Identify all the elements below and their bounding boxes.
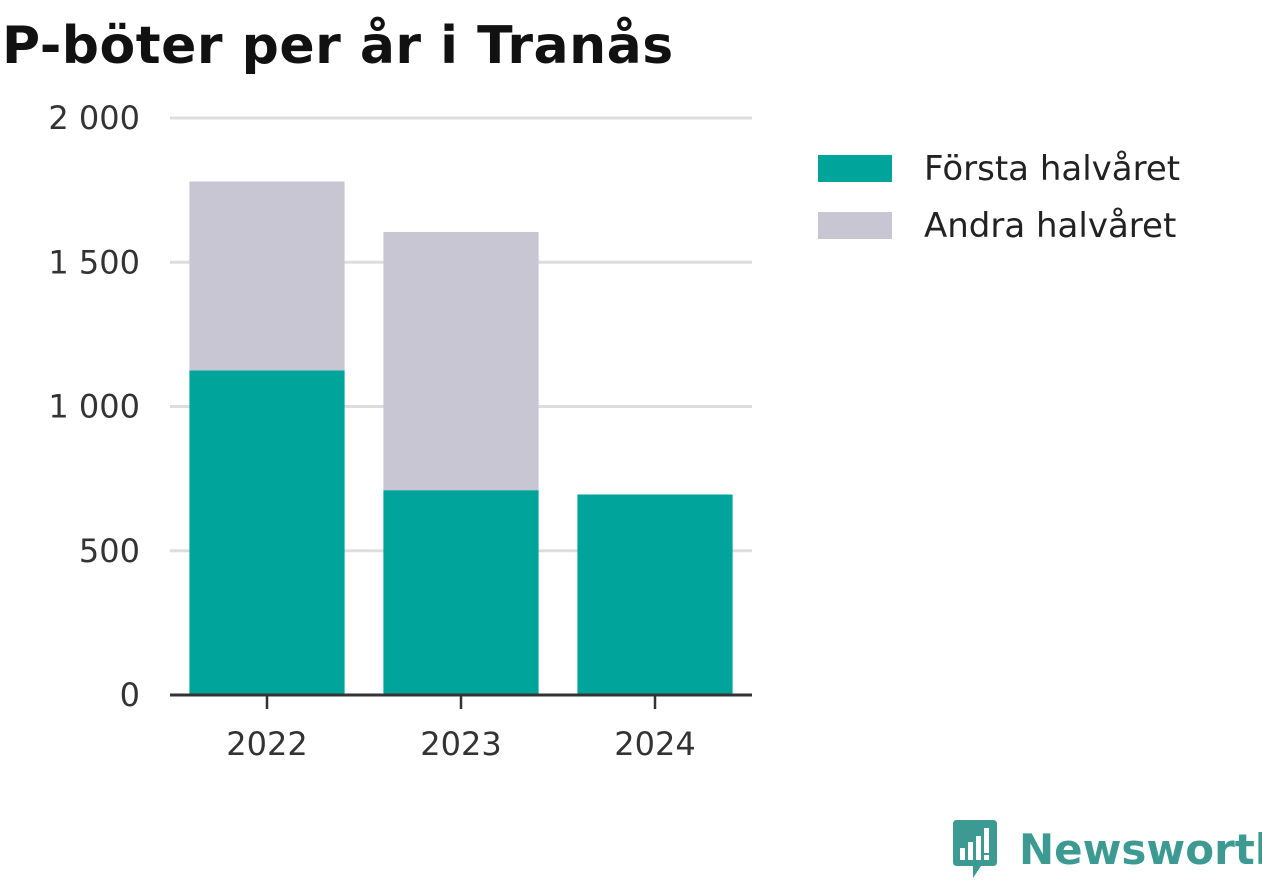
brand-logo: Newsworthy (951, 818, 1262, 880)
legend-swatch-second-half (818, 212, 892, 239)
bar-2024-first-half (577, 494, 733, 695)
legend: Första halvåret Andra halvåret (818, 140, 1180, 254)
legend-item-second-half: Andra halvåret (818, 197, 1180, 254)
y-tick-label: 1 500 (48, 243, 140, 281)
chart-title: P-böter per år i Tranås (2, 16, 674, 76)
legend-swatch-first-half (818, 155, 892, 182)
brand-name: Newsworthy (1019, 824, 1262, 874)
bar-2022-second-half (189, 181, 345, 371)
y-tick-label: 500 (79, 532, 140, 570)
legend-label-second-half: Andra halvåret (924, 205, 1177, 246)
stacked-bar-chart: 0 500 1 000 1 500 2 000 2022 2023 2024 (48, 99, 752, 763)
y-tick-label: 2 000 (48, 99, 140, 137)
legend-item-first-half: Första halvåret (818, 140, 1180, 197)
bar-2023-second-half (383, 231, 539, 491)
bar-2023-first-half (383, 490, 539, 695)
y-tick-label: 0 (120, 676, 140, 714)
bar-chart-speech-bubble-icon (953, 820, 997, 878)
bar-2022-first-half (189, 370, 345, 695)
legend-label-first-half: Första halvåret (924, 148, 1181, 189)
axes: 0 500 1 000 1 500 2 000 2022 2023 2024 (48, 99, 752, 763)
y-tick-label: 1 000 (48, 388, 140, 426)
x-tick-label: 2023 (420, 725, 501, 763)
x-tick-label: 2022 (226, 725, 307, 763)
x-tick-label: 2024 (614, 725, 695, 763)
bars (189, 181, 733, 695)
